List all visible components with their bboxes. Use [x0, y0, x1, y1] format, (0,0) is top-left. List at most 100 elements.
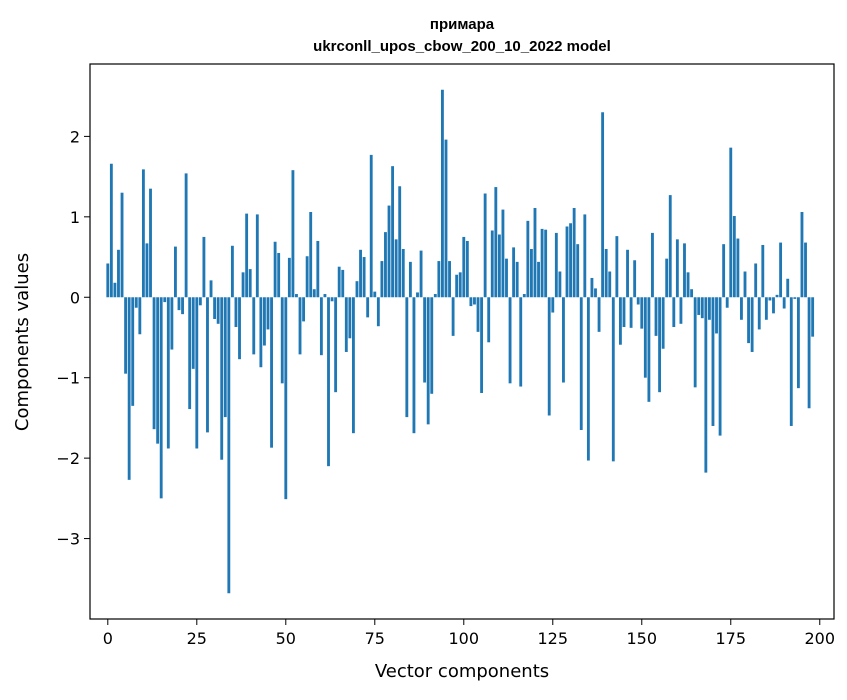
y-tick-label: 0	[70, 288, 80, 307]
bar-175	[729, 147, 733, 298]
bar-168	[704, 297, 708, 473]
bar-77	[380, 261, 384, 298]
bar-3	[117, 249, 120, 298]
bar-32	[220, 297, 224, 460]
x-axis-ticks: 0 25 50 75 100 125 150 175 200	[103, 619, 835, 648]
bar-124	[547, 297, 551, 416]
bar-116	[519, 297, 523, 387]
bar-113	[508, 297, 512, 384]
bar-16	[163, 297, 167, 303]
bar-75	[373, 291, 377, 298]
bar-193	[793, 297, 797, 299]
bar-4	[120, 192, 124, 298]
bar-189	[779, 242, 783, 298]
bar-54	[298, 297, 302, 355]
bar-137	[594, 288, 597, 298]
bar-0	[106, 263, 110, 298]
bar-62	[327, 297, 330, 467]
bar-71	[359, 249, 362, 298]
bar-59	[316, 240, 320, 298]
bar-115	[515, 261, 519, 298]
bar-104	[476, 297, 480, 332]
bar-84	[405, 297, 409, 418]
bar-69	[352, 297, 355, 434]
bar-141	[608, 271, 612, 298]
bar-108	[490, 230, 494, 298]
bar-146	[626, 249, 629, 298]
bar-114	[512, 247, 516, 298]
bar-131	[572, 207, 576, 298]
bar-156	[661, 297, 665, 349]
bar-126	[554, 232, 558, 298]
x-tick-label: 100	[449, 629, 480, 648]
bar-46	[270, 297, 273, 448]
bar-2	[113, 282, 117, 298]
bar-169	[707, 297, 711, 320]
bar-188	[775, 294, 779, 298]
x-tick-label: 150	[626, 629, 657, 648]
bar-39	[245, 213, 249, 298]
bar-90	[426, 297, 430, 425]
bar-121	[537, 261, 540, 298]
bar-190	[782, 297, 786, 309]
bar-10	[141, 169, 145, 298]
bar-178	[740, 297, 743, 320]
bar-99	[458, 272, 462, 298]
bar-185	[764, 297, 768, 320]
bar-142	[611, 297, 615, 462]
bar-94	[441, 89, 444, 298]
bar-110	[497, 234, 501, 298]
bar-13	[152, 297, 156, 430]
bar-63	[330, 297, 334, 302]
bar-167	[700, 297, 704, 319]
bar-80	[391, 166, 395, 298]
bar-73	[366, 297, 370, 318]
bar-161	[679, 297, 683, 324]
bar-112	[505, 258, 508, 298]
bar-8	[134, 297, 138, 308]
bar-89	[423, 297, 427, 383]
bar-6	[127, 297, 131, 480]
bar-183	[757, 297, 761, 330]
bar-155	[658, 297, 661, 393]
bar-182	[754, 263, 758, 298]
bar-50	[284, 297, 288, 500]
bar-56	[305, 256, 309, 298]
bar-132	[576, 244, 580, 298]
plot-frame	[89, 63, 835, 620]
bar-41	[252, 297, 256, 355]
bar-76	[376, 297, 380, 327]
bar-27	[202, 236, 206, 298]
bar-96	[448, 261, 451, 298]
bar-28	[206, 297, 209, 433]
bar-122	[540, 228, 544, 298]
bar-57	[309, 212, 313, 298]
bar-23	[188, 297, 192, 410]
bar-52	[291, 170, 295, 298]
bar-170	[711, 297, 715, 426]
bar-55	[302, 297, 306, 322]
bar-36	[234, 297, 238, 328]
bar-82	[398, 186, 402, 298]
chart-title-line2: ukrconll_upos_cbow_200_10_2022 model	[313, 38, 611, 55]
bar-93	[437, 261, 441, 298]
x-tick-label: 200	[804, 629, 835, 648]
bar-85	[408, 261, 412, 298]
bar-37	[238, 297, 241, 360]
bar-40	[248, 269, 252, 298]
bar-195	[800, 212, 804, 298]
bar-180	[747, 297, 750, 344]
bar-152	[647, 297, 651, 402]
bar-105	[480, 297, 484, 393]
bar-7	[131, 297, 135, 406]
bar-34	[227, 297, 231, 594]
bar-196	[804, 242, 807, 298]
bar-49	[280, 297, 284, 384]
bar-64	[334, 297, 338, 393]
bar-44	[263, 297, 266, 346]
bar-136	[590, 277, 594, 298]
chart-title-line1: примара	[430, 16, 495, 33]
bar-91	[430, 297, 434, 394]
